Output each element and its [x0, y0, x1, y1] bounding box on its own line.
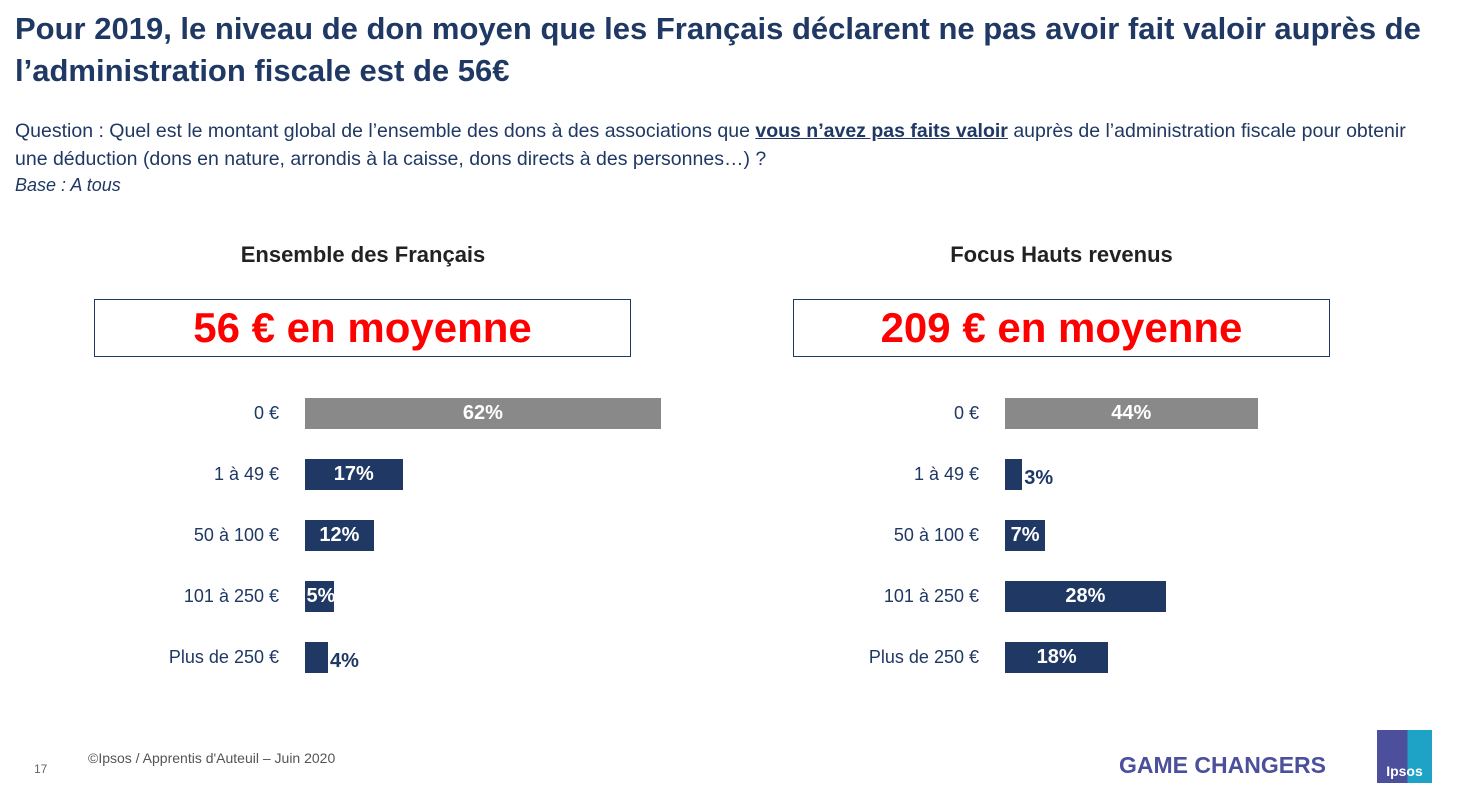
category-label: 101 à 250 € — [883, 586, 979, 606]
logo-text: Ipsos — [1386, 763, 1423, 779]
page-number: 17 — [34, 762, 48, 776]
base-text: Base : A tous — [15, 175, 121, 195]
page-title: Pour 2019, le niveau de don moyen que le… — [15, 11, 1421, 88]
data-label: 28% — [1065, 585, 1106, 607]
category-label: 101 à 250 € — [183, 586, 279, 606]
data-label: 12% — [319, 524, 360, 546]
category-label: Plus de 250 € — [868, 647, 979, 667]
data-label: 18% — [1036, 646, 1077, 668]
question-prefix: Question : Quel est le montant global de… — [15, 120, 756, 142]
ipsos-logo: Ipsos — [1377, 730, 1432, 783]
category-label: Plus de 250 € — [168, 647, 279, 667]
chart-title-ensemble: Ensemble des Français — [240, 242, 486, 267]
data-label: 5% — [306, 585, 336, 607]
category-label: 50 à 100 € — [893, 525, 979, 545]
bar — [1005, 581, 1166, 612]
data-label: 4% — [329, 650, 359, 672]
source-text: ©Ipsos / Apprentis d'Auteuil – Juin 2020 — [88, 750, 336, 766]
bar — [305, 459, 403, 490]
category-label: 0 € — [953, 403, 979, 423]
bar — [1005, 398, 1258, 429]
average-box-hauts-revenus: 209 € en moyenne — [793, 299, 1330, 357]
bar — [1005, 459, 1023, 490]
data-label: 17% — [333, 463, 374, 485]
bar — [305, 398, 661, 429]
tagline: GAME CHANGERS — [1119, 752, 1327, 778]
category-label: 0 € — [253, 403, 279, 423]
chart-title-hauts-revenus: Focus Hauts revenus — [950, 242, 1173, 267]
data-label: 62% — [462, 402, 503, 424]
bar — [1005, 642, 1109, 673]
bar — [1005, 520, 1046, 551]
question-text: Question : Quel est le montant global de… — [15, 117, 1435, 173]
bar — [305, 642, 328, 673]
category-label: 1 à 49 € — [213, 464, 279, 484]
question-emphasis: vous n’avez pas faits valoir — [755, 120, 1008, 142]
data-label: 7% — [1010, 524, 1040, 546]
data-label: 44% — [1111, 402, 1152, 424]
bar — [305, 520, 374, 551]
average-box-ensemble: 56 € en moyenne — [94, 299, 631, 357]
question-suffix: auprès de l’administration fiscale pour … — [15, 120, 1406, 170]
data-label: 3% — [1024, 467, 1054, 489]
category-label: 1 à 49 € — [913, 464, 979, 484]
category-label: 50 à 100 € — [193, 525, 279, 545]
bar — [305, 581, 334, 612]
